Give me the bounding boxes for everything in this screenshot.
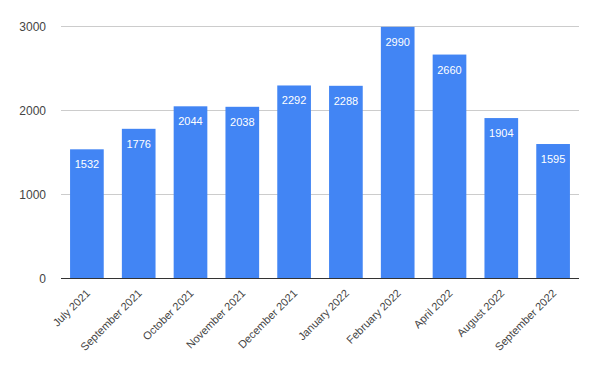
chart-svg: 0 1000 2000 3000 1532 1776 2044 2038 2292 2288 299… [0,0,600,371]
grid-line [61,110,579,111]
x-tick-label: April 2022 [411,287,455,331]
data-label: 1595 [541,153,565,165]
bar [484,118,518,278]
data-label: 1904 [489,127,513,139]
bar [433,55,467,278]
bar [122,129,156,278]
bar [381,27,415,278]
data-label: 2292 [282,94,306,106]
bars [70,27,570,278]
grid-line [61,26,579,27]
y-tick-label: 1000 [19,188,46,202]
y-tick-label: 0 [39,272,46,286]
bar [277,85,311,278]
y-tick-label: 3000 [19,20,46,34]
bar [329,86,363,278]
x-tick-label: December 2021 [236,287,300,351]
x-tick-label: September 2022 [492,287,558,353]
data-label: 2990 [385,36,409,48]
x-tick-label: August 2022 [454,287,506,339]
data-label: 2288 [334,95,358,107]
data-label: 2044 [178,115,202,127]
data-label: 2660 [437,64,461,76]
data-label: 1532 [75,158,99,170]
bar [536,144,570,278]
chart-container: 0 1000 2000 3000 1532 1776 2044 2038 2292 2288 299… [0,0,600,371]
y-tick-label: 2000 [19,104,46,118]
bar [225,107,259,278]
x-tick-label: July 2021 [50,287,92,329]
x-tick-label: September 2021 [78,287,144,353]
data-label: 2038 [230,116,254,128]
data-label: 1776 [126,138,150,150]
x-tick-label: October 2021 [140,287,196,343]
bar [174,106,208,278]
x-tick-label: January 2022 [296,287,352,343]
x-axis-line [61,278,579,279]
bar [70,149,104,278]
x-tick-label: February 2022 [344,287,403,346]
